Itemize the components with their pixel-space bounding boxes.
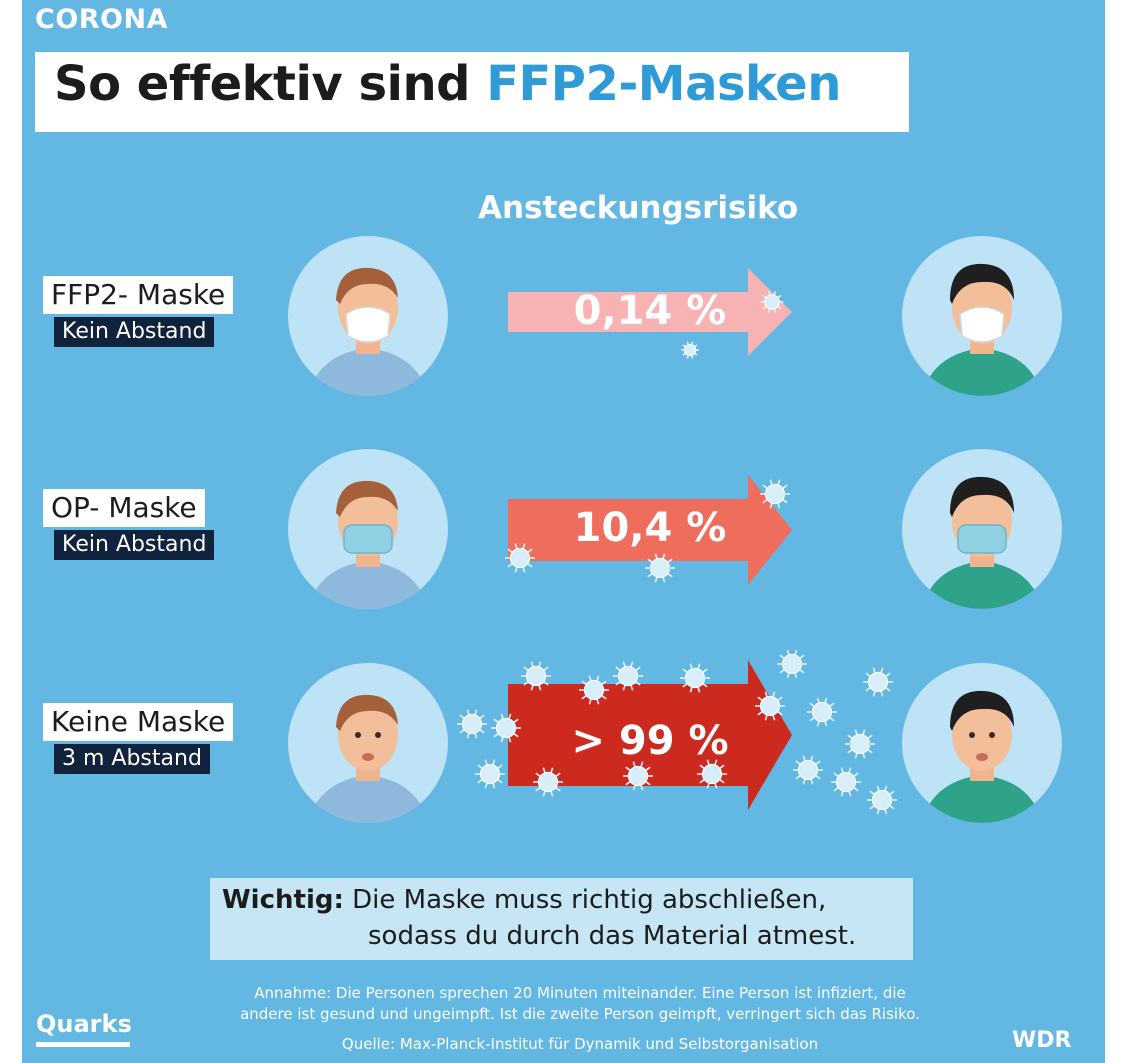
person-left-op	[288, 449, 448, 609]
quarks-logo-bar	[36, 1042, 130, 1047]
virus-icon	[680, 663, 710, 693]
virus-icon	[505, 543, 535, 573]
person-without-mask-icon	[308, 694, 428, 823]
row-label-ffp2: FFP2- Maske	[43, 276, 234, 314]
kicker: CORONA	[35, 4, 169, 35]
virus-icon	[755, 691, 785, 721]
person-without-mask-icon	[922, 690, 1042, 823]
virus-icon	[845, 729, 875, 759]
virus-icon	[697, 759, 727, 789]
virus-icon	[645, 553, 675, 583]
person-right-ffp2	[902, 236, 1062, 396]
title-accent: FFP2-Masken	[486, 56, 841, 112]
person-left-none	[288, 663, 448, 823]
important-note: Wichtig: Die Maske muss richtig abschlie…	[222, 882, 856, 954]
virus-icon	[475, 759, 505, 789]
virus-icon	[521, 661, 551, 691]
wdr-logo: WDR	[1012, 1028, 1072, 1053]
row-sub-none: 3 m Abstand	[54, 744, 210, 774]
virus-icon	[760, 479, 790, 509]
person-right-none	[902, 663, 1062, 823]
risk-arrow-op	[508, 475, 792, 585]
quarks-logo: Quarks	[36, 1010, 132, 1038]
column-heading: Ansteckungsrisiko	[478, 190, 799, 226]
person-with-ffp2-icon	[922, 263, 1042, 396]
title-box	[35, 52, 909, 132]
risk-arrow-ffp2	[508, 268, 792, 356]
virus-icon	[623, 761, 653, 791]
row-sub-op: Kein Abstand	[54, 530, 215, 560]
arrow-shape-ffp2	[508, 268, 792, 356]
person-right-op	[902, 449, 1062, 609]
risk-value-none: > 99 %	[571, 718, 729, 764]
note-line2: sodass du durch das Material atmest.	[368, 921, 857, 951]
footnote-line2: andere ist gesund und ungeimpft. Ist die…	[240, 1005, 920, 1023]
virus-icon	[831, 767, 861, 797]
arrow-shape-op	[508, 475, 792, 585]
note-line1: Die Maske muss richtig abschließen,	[343, 885, 827, 915]
virus-icon	[760, 291, 784, 313]
risk-value-op: 10,4 %	[573, 505, 727, 551]
footnote-line1: Annahme: Die Personen sprechen 20 Minute…	[254, 984, 906, 1002]
note-lead: Wichtig:	[222, 885, 344, 915]
person-with-ffp2-icon	[308, 267, 428, 396]
person-with-surgical-mask-icon	[922, 476, 1042, 609]
virus-icon	[777, 649, 807, 679]
row-label-none: Keine Maske	[43, 703, 234, 741]
virus-icon	[867, 785, 897, 815]
virus-icon	[457, 709, 487, 739]
title-main: So effektiv sind	[54, 56, 487, 112]
virus-icon	[491, 713, 521, 743]
virus-icon	[793, 755, 823, 785]
person-with-surgical-mask-icon	[308, 480, 428, 609]
virus-icon	[613, 661, 643, 691]
source-line: Quelle: Max-Planck-Institut für Dynamik …	[341, 1035, 819, 1053]
virus-icon	[579, 675, 609, 705]
row-sub-ffp2: Kein Abstand	[54, 317, 215, 347]
page-title: So effektiv sind FFP2-Masken	[54, 56, 841, 112]
person-left-ffp2	[288, 236, 448, 396]
note-box	[210, 878, 913, 960]
virus-icon	[863, 667, 893, 697]
row-label-op: OP- Maske	[43, 489, 205, 527]
risk-value-ffp2: 0,14 %	[573, 288, 727, 334]
virus-icon	[807, 697, 837, 727]
virus-icon	[681, 341, 699, 359]
virus-icon	[533, 767, 563, 797]
